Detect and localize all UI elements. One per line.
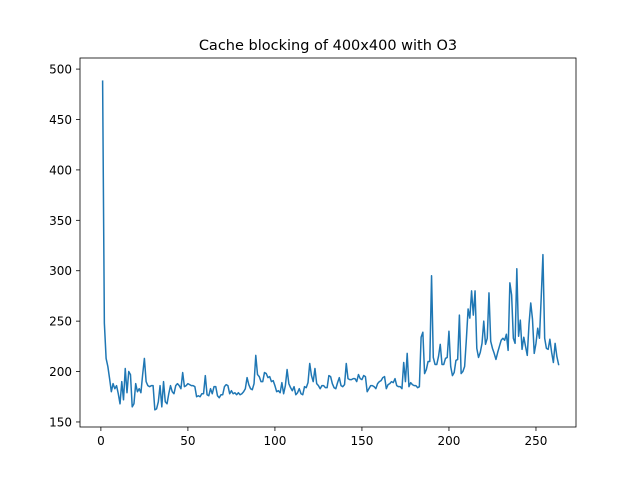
x-tick-label: 100 xyxy=(263,434,286,448)
x-tick-label: 0 xyxy=(97,434,105,448)
y-tick-label: 400 xyxy=(49,163,72,177)
series-line-0 xyxy=(101,80,560,411)
axes-frame xyxy=(79,57,577,428)
x-tick-label: 50 xyxy=(180,434,195,448)
chart-title: Cache blocking of 400x400 with O3 xyxy=(199,38,457,54)
y-tick-label: 500 xyxy=(49,63,72,77)
x-tick-label: 150 xyxy=(350,434,373,448)
y-axis: 150 200 250 300 350 400 450 500 xyxy=(49,63,80,429)
x-tick-label: 250 xyxy=(525,434,548,448)
y-tick-label: 250 xyxy=(49,315,72,329)
x-axis: 0 50 100 150 200 250 xyxy=(97,427,547,448)
y-tick-label: 450 xyxy=(49,113,72,127)
x-tick-label: 200 xyxy=(438,434,461,448)
y-tick-label: 150 xyxy=(49,415,72,429)
plot-area xyxy=(101,80,560,411)
y-tick-label: 200 xyxy=(49,365,72,379)
y-tick-label: 350 xyxy=(49,214,72,228)
y-tick-label: 300 xyxy=(49,264,72,278)
